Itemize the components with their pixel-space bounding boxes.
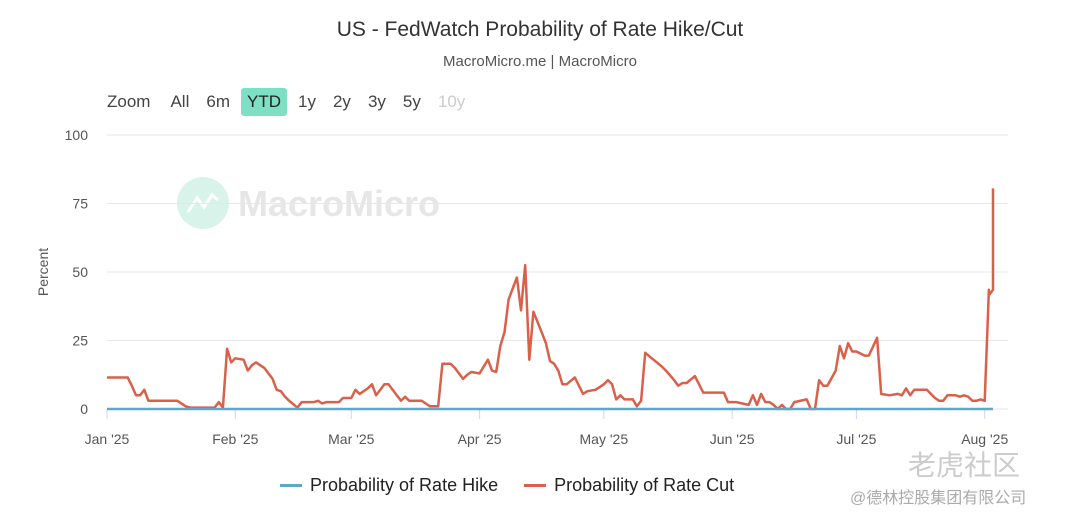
range-button-2y[interactable]: 2y xyxy=(332,92,351,111)
zoom-label: Zoom xyxy=(107,92,151,111)
x-tick-label: Jan '25 xyxy=(85,431,130,447)
y-tick-label: 100 xyxy=(65,127,89,143)
company-watermark: @德林控股集团有限公司 xyxy=(850,490,1027,507)
x-tick-label: Jun '25 xyxy=(710,431,755,447)
range-button-1y[interactable]: 1y xyxy=(298,92,316,111)
range-button-10y: 10y xyxy=(437,92,466,111)
legend-item[interactable]: Probability of Rate Hike xyxy=(280,475,498,496)
y-tick-label: 25 xyxy=(72,333,88,349)
y-tick-label: 50 xyxy=(72,264,88,280)
x-tick-label: Mar '25 xyxy=(328,431,374,447)
x-tick-label: May '25 xyxy=(580,431,629,447)
range-button-all[interactable]: All xyxy=(170,92,190,111)
legend-swatch xyxy=(280,484,302,487)
y-axis-label: Percent xyxy=(35,248,51,296)
range-selector: Zoom All 6m YTD 1y 2y 3y 5y 10y xyxy=(100,88,476,116)
legend-swatch xyxy=(524,484,547,487)
range-button-5y[interactable]: 5y xyxy=(402,92,421,111)
y-tick-label: 75 xyxy=(72,196,88,212)
legend-item[interactable]: Probability of Rate Cut xyxy=(524,475,734,496)
x-tick-label: Feb '25 xyxy=(212,431,258,447)
x-tick-label: Aug '25 xyxy=(961,431,1008,447)
range-button-ytd[interactable]: YTD xyxy=(241,88,287,116)
chart-subtitle: MacroMicro.me | MacroMicro xyxy=(443,53,637,70)
y-tick-label: 0 xyxy=(80,401,88,417)
x-tick-label: Apr '25 xyxy=(458,431,502,447)
chart-title: US - FedWatch Probability of Rate Hike/C… xyxy=(336,18,744,41)
tiger-watermark: 老虎社区 xyxy=(908,450,1021,481)
series-line-probability-of-rate-cut xyxy=(107,188,995,411)
legend: Probability of Rate Hike Probability of R… xyxy=(280,475,760,496)
x-tick-label: Jul '25 xyxy=(836,431,876,447)
range-button-3y[interactable]: 3y xyxy=(367,92,386,111)
legend-label: Probability of Rate Hike xyxy=(310,475,499,495)
legend-label: Probability of Rate Cut xyxy=(554,475,735,495)
logo-chart-glyph xyxy=(186,192,219,213)
range-button-6m[interactable]: 6m xyxy=(206,92,230,111)
